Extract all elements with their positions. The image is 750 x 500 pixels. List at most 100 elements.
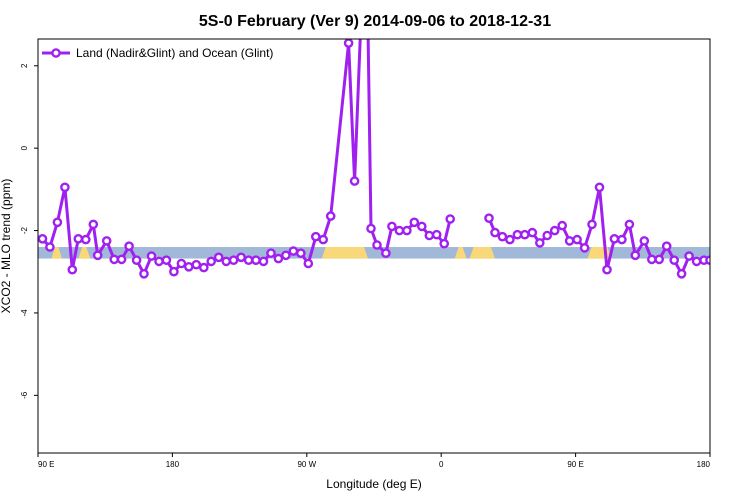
- data-point: [101, 236, 112, 246]
- x-tick-label: 90 W: [297, 460, 316, 469]
- x-tick-label: 180: [697, 460, 711, 469]
- x-axis-label: Longitude (deg E): [326, 477, 421, 491]
- data-point: [73, 233, 84, 244]
- data-point: [343, 39, 354, 48]
- data-point: [109, 254, 119, 265]
- data-point: [564, 236, 575, 246]
- data-point: [705, 255, 710, 265]
- data-point: [131, 255, 142, 266]
- data-point: [236, 252, 246, 263]
- land-band: [78, 247, 91, 259]
- data-point: [484, 213, 494, 223]
- y-axis-label: XCO2 - MLO trend (ppm): [0, 179, 13, 314]
- data-point: [176, 258, 187, 269]
- data-point: [497, 231, 508, 242]
- plot-frame: [37, 38, 711, 454]
- data-point: [198, 262, 209, 273]
- legend-label: Land (Nadir&Glint) and Ocean (Glint): [76, 46, 273, 60]
- x-tick-label: 180: [166, 460, 180, 469]
- data-point: [424, 230, 435, 241]
- data-point: [639, 236, 650, 246]
- data-point: [310, 231, 321, 242]
- data-point: [402, 225, 412, 236]
- x-tick-label: 90 E: [38, 460, 54, 469]
- data-point: [258, 256, 269, 267]
- data-point: [445, 214, 456, 224]
- y-tick-label: 0: [20, 145, 29, 150]
- data-point: [161, 255, 172, 266]
- data-point: [431, 229, 442, 240]
- y-axis: 2 0 -2 -4 -6: [20, 63, 38, 399]
- data-point: [116, 254, 127, 265]
- series-layer: [38, 39, 710, 279]
- data-point: [124, 241, 134, 251]
- land-band: [587, 247, 612, 259]
- data-point: [557, 220, 568, 231]
- data-point: [52, 217, 63, 228]
- data-point: [146, 251, 157, 261]
- y-tick-label: -6: [20, 391, 29, 399]
- data-point: [169, 266, 179, 277]
- data-point: [318, 234, 329, 245]
- data-point: [439, 238, 450, 249]
- legend: Land (Nadir&Glint) and Ocean (Glint): [42, 46, 273, 60]
- series-line: [41, 39, 452, 276]
- chart-title: 5S-0 February (Ver 9) 2014-09-06 to 2018…: [199, 13, 551, 30]
- data-point: [609, 233, 620, 244]
- data-point: [213, 252, 224, 263]
- data-point: [594, 182, 605, 193]
- data-point: [684, 251, 694, 261]
- data-point: [409, 217, 420, 228]
- land-band: [469, 247, 495, 259]
- data-point: [191, 259, 202, 270]
- data-point: [183, 261, 194, 272]
- data-point: [38, 234, 48, 244]
- data-point: [387, 221, 397, 232]
- data-point: [366, 223, 376, 234]
- data-point: [221, 256, 231, 267]
- x-tick-label: 90 E: [567, 460, 583, 469]
- data-point: [325, 211, 336, 221]
- data-point: [60, 182, 70, 193]
- data-point: [88, 219, 99, 230]
- y-tick-label: -4: [20, 309, 29, 317]
- y-tick-label: -2: [20, 226, 29, 234]
- data-point: [416, 221, 427, 232]
- data-point: [579, 243, 590, 253]
- data-point: [587, 219, 597, 230]
- data-point: [251, 255, 261, 266]
- data-point: [394, 225, 405, 236]
- data-point: [630, 250, 641, 261]
- ocean-band: [38, 247, 710, 259]
- data-point: [81, 234, 91, 245]
- data-point: [349, 176, 360, 186]
- data-point: [288, 246, 299, 256]
- x-tick-label: 0: [439, 460, 444, 469]
- land-band: [321, 247, 369, 259]
- data-point: [520, 229, 530, 240]
- data-point: [535, 238, 545, 248]
- data-point: [512, 229, 523, 240]
- data-point: [490, 227, 500, 238]
- data-point: [303, 258, 314, 269]
- data-point: [669, 255, 680, 266]
- data-point: [266, 248, 276, 258]
- data-point: [139, 268, 149, 279]
- y-tick-label: 2: [20, 63, 29, 68]
- data-point: [154, 256, 164, 267]
- data-point: [624, 219, 635, 230]
- data-point: [691, 256, 702, 267]
- x-axis: 90 E 180 90 W 0 90 E 180: [37, 453, 711, 469]
- data-point: [281, 250, 291, 261]
- data-point: [243, 255, 254, 266]
- data-point: [67, 264, 78, 275]
- data-point: [572, 234, 582, 245]
- data-point: [549, 225, 560, 236]
- data-point: [617, 234, 627, 245]
- data-point: [92, 250, 103, 261]
- legend-marker: [51, 48, 61, 58]
- data-point: [654, 254, 665, 265]
- land-band: [51, 247, 62, 259]
- data-point: [542, 230, 553, 241]
- data-point: [661, 241, 672, 251]
